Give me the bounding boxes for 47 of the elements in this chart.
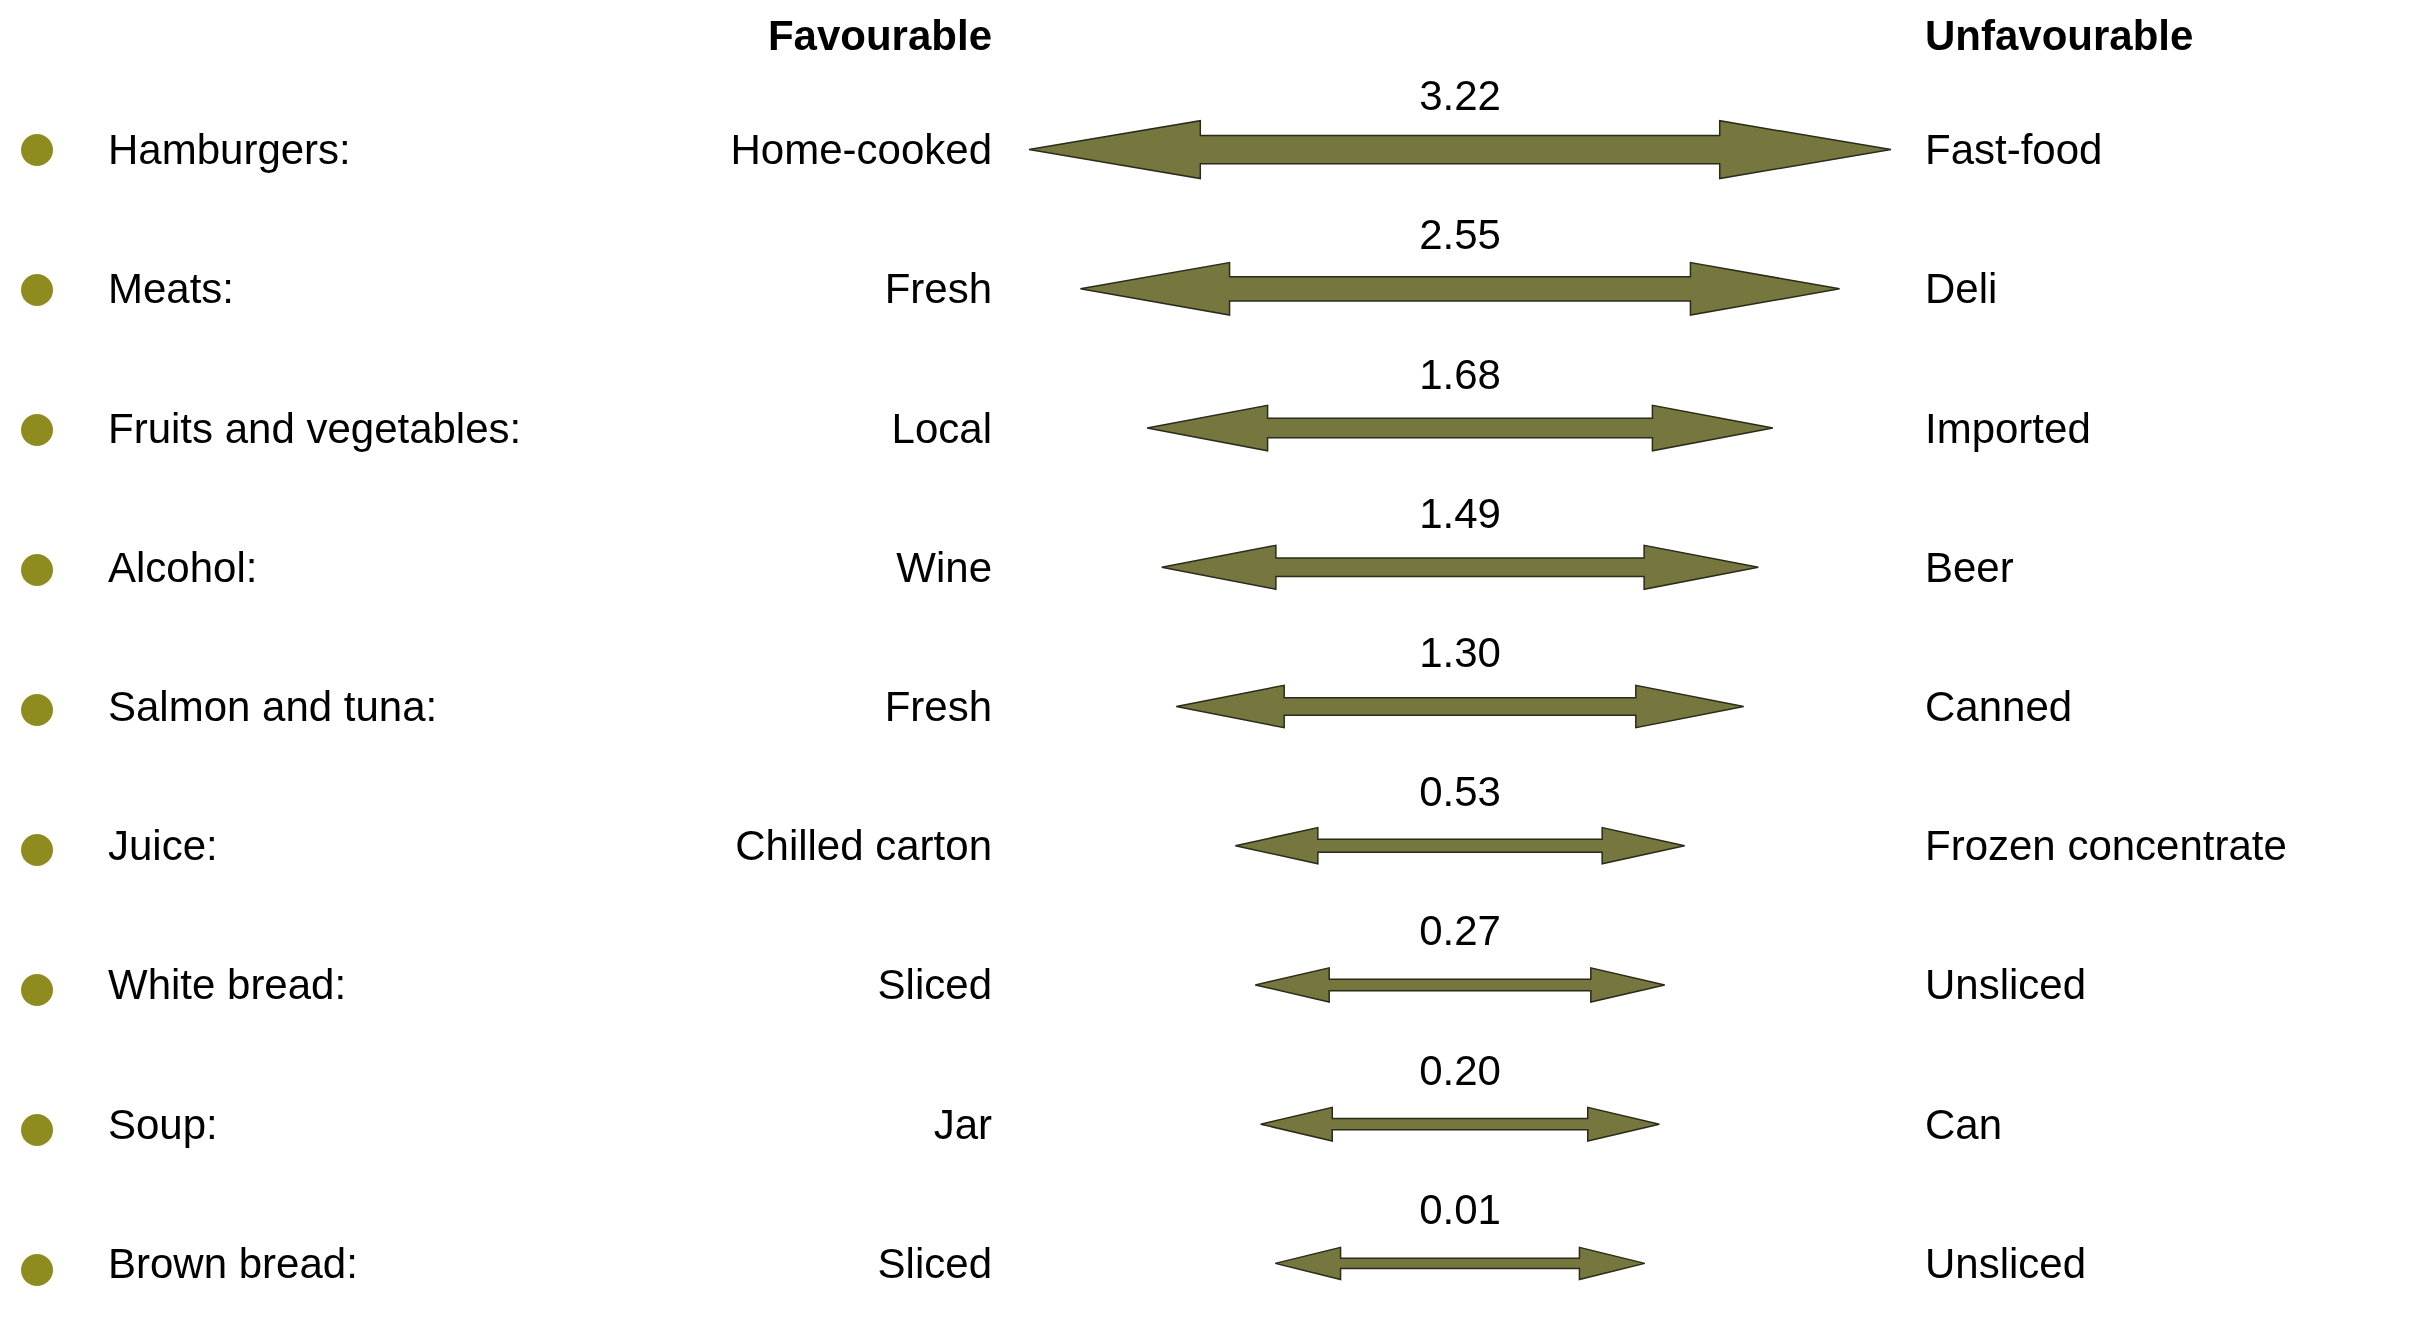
text: Sliced [877, 1239, 992, 1287]
text: Beer [1925, 543, 2014, 591]
text: : [206, 1100, 218, 1148]
text: Favourable [767, 11, 993, 59]
text: : [425, 683, 438, 730]
category-label: White bread [108, 961, 335, 1009]
text: : [339, 126, 351, 174]
text: Wine [896, 543, 992, 591]
category-label: Hamburgers [108, 126, 340, 174]
category-label: Meats [108, 265, 223, 313]
data-label: 1.68 [1419, 350, 1501, 398]
text: Local [891, 404, 992, 452]
text: Sliced [877, 961, 992, 1009]
category-label: Soup [108, 1100, 207, 1148]
category-label: Juice [108, 822, 207, 870]
category-label: Salmon and tuna [108, 683, 427, 730]
text: Frozen concentrate [1925, 822, 2287, 870]
text: : [206, 822, 218, 870]
text: Unfavourable [1925, 11, 2194, 59]
text: : [509, 404, 522, 452]
text: Unsliced [1925, 1239, 2087, 1287]
text: Fresh [884, 265, 992, 313]
data-label: 1.30 [1419, 629, 1501, 676]
text: : [222, 265, 235, 313]
data-label: 3.22 [1419, 72, 1501, 120]
text: Canned [1925, 683, 2073, 730]
data-label: 0.01 [1419, 1185, 1501, 1233]
data-label: 0.20 [1419, 1046, 1501, 1094]
text: Jar [933, 1100, 992, 1148]
text: Fresh [884, 683, 992, 730]
text: : [346, 1239, 358, 1287]
category-label: Alcohol [108, 543, 246, 591]
text: Deli [1925, 265, 1998, 313]
data-label: 0.27 [1419, 907, 1501, 955]
category-label: Fruits and vegetables [108, 404, 510, 452]
text: : [245, 543, 258, 591]
text: Fast-food [1925, 126, 2103, 174]
text: : [334, 961, 347, 1009]
category-label: Brown bread [108, 1239, 347, 1287]
data-label: 2.55 [1419, 211, 1501, 259]
text: Home-cooked [730, 126, 992, 174]
text: Can [1925, 1100, 2003, 1148]
data-label: 1.49 [1419, 489, 1501, 537]
text: Unsliced [1925, 961, 2087, 1009]
data-label: 0.53 [1419, 768, 1501, 816]
text: Chilled carton [735, 822, 992, 870]
text: Imported [1925, 404, 2091, 452]
